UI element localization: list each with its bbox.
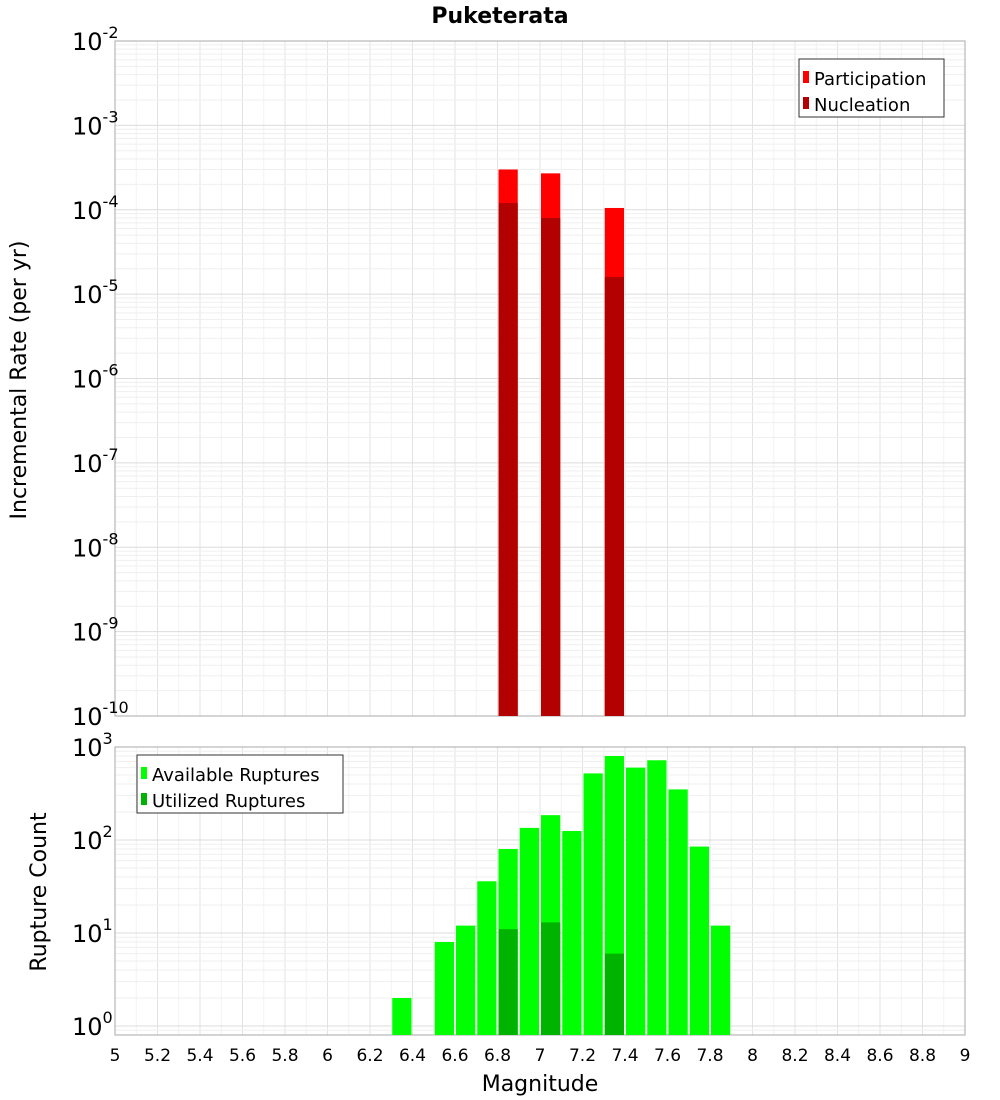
top-bar-b	[541, 217, 561, 716]
x-tick-label: 8.8	[909, 1046, 936, 1066]
bottom-bar-a	[519, 827, 539, 1035]
bottom-legend-label: Utilized Ruptures	[152, 791, 305, 812]
bottom-y-tick-label: 103	[72, 729, 113, 762]
top-y-tick-label: 10-6	[72, 361, 119, 394]
top-legend-swatch	[803, 71, 809, 83]
top-legend-swatch	[803, 97, 809, 109]
top-y-tick-label: 10-10	[72, 698, 129, 731]
x-tick-label: 6.6	[441, 1046, 468, 1066]
bottom-bar-a	[626, 767, 646, 1035]
x-tick-label: 8.4	[824, 1046, 851, 1066]
x-tick-label: 8.2	[781, 1046, 808, 1066]
x-tick-label: 7	[535, 1046, 546, 1066]
top-y-tick-label: 10-8	[72, 529, 119, 562]
bottom-bar-a	[647, 760, 667, 1035]
bottom-legend-swatch	[141, 767, 147, 779]
bottom-bar-a	[562, 830, 582, 1035]
top-y-tick-label: 10-3	[72, 107, 119, 140]
top-y-tick-label: 10-9	[72, 614, 119, 647]
x-tick-label: 7.6	[654, 1046, 681, 1066]
bottom-y-tick-label: 102	[72, 822, 113, 855]
top-y-tick-label: 10-4	[72, 192, 119, 225]
bottom-bar-a	[583, 773, 603, 1035]
top-y-tick-label: 10-7	[72, 445, 119, 478]
bottom-bar-a	[668, 789, 688, 1035]
x-tick-label: 5.4	[186, 1046, 213, 1066]
chart-title: Puketerata	[431, 4, 568, 29]
bottom-legend-swatch	[141, 793, 147, 805]
top-bar-b	[604, 276, 624, 716]
x-tick-label: 7.2	[569, 1046, 596, 1066]
x-tick-label: 6	[322, 1046, 333, 1066]
top-legend-label: Participation	[814, 69, 926, 90]
bottom-bar-b	[541, 922, 561, 1035]
bottom-y-tick-label: 101	[72, 915, 113, 948]
x-tick-label: 6.4	[399, 1046, 426, 1066]
bottom-bar-a	[477, 881, 497, 1035]
bottom-bar-b	[498, 929, 518, 1035]
plot-frame	[114, 40, 966, 717]
x-tick-label: 5.2	[144, 1046, 171, 1066]
x-tick-label: 6.8	[484, 1046, 511, 1066]
bottom-bar-a	[689, 846, 709, 1035]
x-tick-label: 9	[960, 1046, 971, 1066]
bottom-legend-label: Available Ruptures	[152, 765, 320, 786]
x-tick-label: 7.4	[611, 1046, 638, 1066]
bottom-bar-a	[711, 925, 731, 1035]
bottom-bar-a	[392, 997, 412, 1035]
bottom-bar-b	[604, 953, 624, 1035]
x-tick-label: 5.8	[271, 1046, 298, 1066]
top-y-tick-label: 10-5	[72, 276, 119, 309]
x-tick-label: 5.6	[229, 1046, 256, 1066]
top-legend-label: Nucleation	[814, 95, 910, 116]
x-tick-label: 6.2	[356, 1046, 383, 1066]
x-tick-label: 8.6	[866, 1046, 893, 1066]
top-legend	[798, 58, 945, 118]
bottom-y-tick-label: 100	[72, 1008, 113, 1041]
top-bar-b	[498, 203, 518, 716]
x-axis-label: Magnitude	[482, 1072, 599, 1097]
x-tick-label: 5	[110, 1046, 121, 1066]
top-y-axis-label: Incremental Rate (per yr)	[7, 241, 32, 520]
bottom-plot-panel: 100 101 102 103 Available Ruptures Utilized R…	[72, 729, 970, 1066]
top-y-tick-label: 10-2	[72, 23, 119, 56]
x-tick-label: 8	[747, 1046, 758, 1066]
bottom-bar-a	[456, 925, 476, 1035]
bottom-y-axis-label: Rupture Count	[27, 812, 52, 972]
bottom-legend	[136, 754, 344, 814]
x-tick-label: 7.8	[696, 1046, 723, 1066]
plot-frame	[114, 746, 966, 1036]
bottom-bar-a	[434, 942, 454, 1035]
top-plot-panel: 10-10 10-9 10-8 10-7 10-6 10-5 10-4 10-3 10-2 Par…	[72, 23, 966, 731]
